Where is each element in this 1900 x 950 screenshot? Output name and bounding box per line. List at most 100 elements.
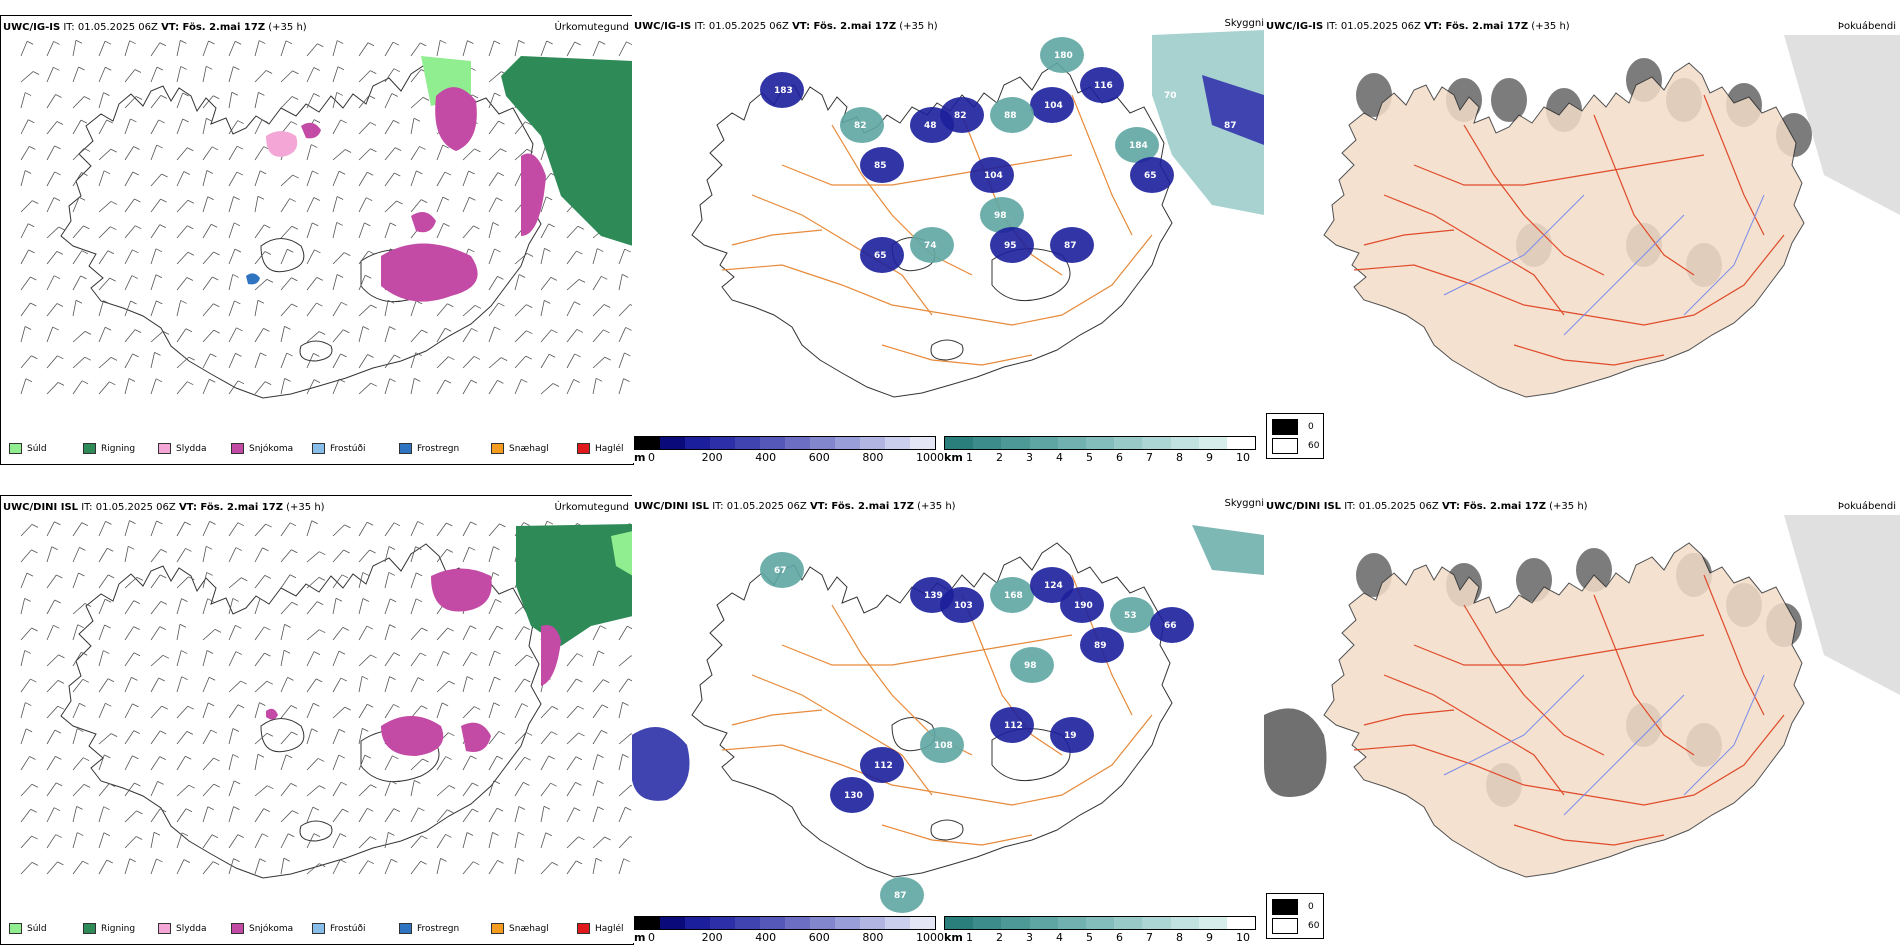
cloud-base-label: 116 (1094, 81, 1113, 91)
wind-barb (358, 250, 369, 265)
wind-barb-flag (444, 379, 452, 384)
land-area (1323, 542, 1805, 878)
wind-barb (150, 574, 161, 589)
wind-barb-flag (182, 92, 189, 97)
colorbar-tick: 200 (701, 931, 723, 944)
wind-barb (176, 650, 182, 667)
wind-barb (46, 834, 57, 849)
wind-barb (228, 598, 234, 615)
wind-barb-flag (260, 352, 267, 357)
wind-barb-flag (601, 275, 608, 280)
wind-barb-flag (393, 652, 401, 657)
wind-barb (280, 624, 285, 641)
wind-barb (592, 329, 604, 343)
wind-barb-flag (232, 754, 239, 758)
colorbar-tick: 6 (1116, 931, 1123, 944)
legend-swatch (9, 443, 22, 454)
wind-barb (46, 705, 59, 719)
lead-time: (+35 h) (899, 21, 938, 32)
wind-barb (20, 549, 32, 563)
wind-barb-flag (156, 858, 163, 863)
wind-barb-flag (159, 756, 166, 760)
wind-barb-flag (470, 521, 477, 526)
wind-barb-flag (551, 329, 558, 334)
wind-barb (280, 326, 285, 343)
wind-barb (150, 655, 164, 667)
wind-barb (306, 577, 320, 589)
wind-barb (46, 171, 55, 187)
wind-barb-flag (474, 148, 481, 153)
wind-barb-flag (25, 728, 33, 733)
wind-barb (124, 858, 131, 875)
wind-barb-flag (185, 808, 193, 813)
wind-barb (98, 859, 108, 875)
wind-barb (462, 197, 470, 213)
wind-barb-flag (336, 222, 343, 226)
wind-barb-flag (550, 782, 557, 787)
wind-barb-flag (417, 677, 425, 681)
wind-barb-flag (156, 144, 163, 149)
wind-barb (410, 598, 417, 615)
wind-barb (150, 601, 162, 615)
wind-barb (280, 783, 292, 797)
wind-barb-flag (468, 248, 475, 253)
wind-barb-flag (493, 780, 501, 785)
wind-barb (514, 782, 524, 797)
row2-precip-type-panel: UWC/DINI ISL IT: 01.05.2025 06Z VT: Fös.… (0, 495, 634, 945)
legend-swatch (399, 923, 412, 934)
wind-barb-flag (259, 702, 266, 706)
wind-barb (124, 171, 134, 187)
wind-barb (98, 201, 112, 213)
wind-barb (566, 782, 576, 797)
legend-label: Haglél (595, 443, 624, 454)
wind-barb-flag (131, 275, 139, 279)
wind-barb-flag (210, 353, 217, 358)
wind-barb-flag (597, 754, 604, 759)
wind-barb (384, 780, 392, 797)
wind-barb (540, 832, 547, 849)
wind-barb (98, 41, 106, 57)
wind-barb-flag (105, 702, 112, 707)
colorbar-segment (1001, 437, 1030, 449)
wind-barb-flag (622, 754, 629, 758)
wind-barb (72, 380, 83, 395)
cloud-area (830, 777, 874, 813)
wind-barb (306, 222, 313, 239)
wind-barb (280, 858, 285, 875)
road-6 (731, 709, 823, 726)
wind-barb (462, 625, 471, 641)
wind-barb-flag (233, 780, 241, 785)
wind-barb-flag (523, 626, 530, 630)
wind-barb (124, 782, 135, 797)
wind-barb (488, 71, 502, 83)
valid-time: VT: Fös. 2.mai 17Z (792, 21, 897, 32)
wind-barb-flag (161, 173, 168, 178)
wind-barb (280, 70, 293, 83)
wind-barb-flag (155, 378, 163, 383)
wind-barb (176, 859, 185, 875)
wind-barb-flag (55, 834, 62, 838)
wind-barb-flag (132, 703, 139, 708)
wind-barb (280, 601, 293, 615)
road-2 (831, 124, 973, 276)
legend-item-snjókoma: Snjókoma (231, 443, 293, 454)
wind-barb-flag (545, 196, 553, 201)
wind-barb-flag (26, 40, 34, 45)
wind-barb (592, 625, 601, 641)
wind-barb (592, 248, 598, 265)
wind-barb-flag (291, 731, 298, 736)
wind-barb-flag (394, 172, 401, 177)
wind-barb-flag (183, 859, 191, 863)
wind-barb (124, 836, 137, 849)
wind-barb (410, 572, 417, 589)
wind-barb (488, 380, 498, 395)
wind-barb (176, 832, 183, 849)
wind-barb-flag (289, 522, 297, 527)
rain-area (516, 524, 633, 646)
wind-barb (150, 42, 161, 57)
wind-barb-flag (421, 329, 428, 334)
wind-barb (618, 785, 632, 797)
cloud-area (1080, 67, 1124, 103)
wind-barb (150, 730, 161, 745)
wind-barb-flag (624, 248, 631, 253)
